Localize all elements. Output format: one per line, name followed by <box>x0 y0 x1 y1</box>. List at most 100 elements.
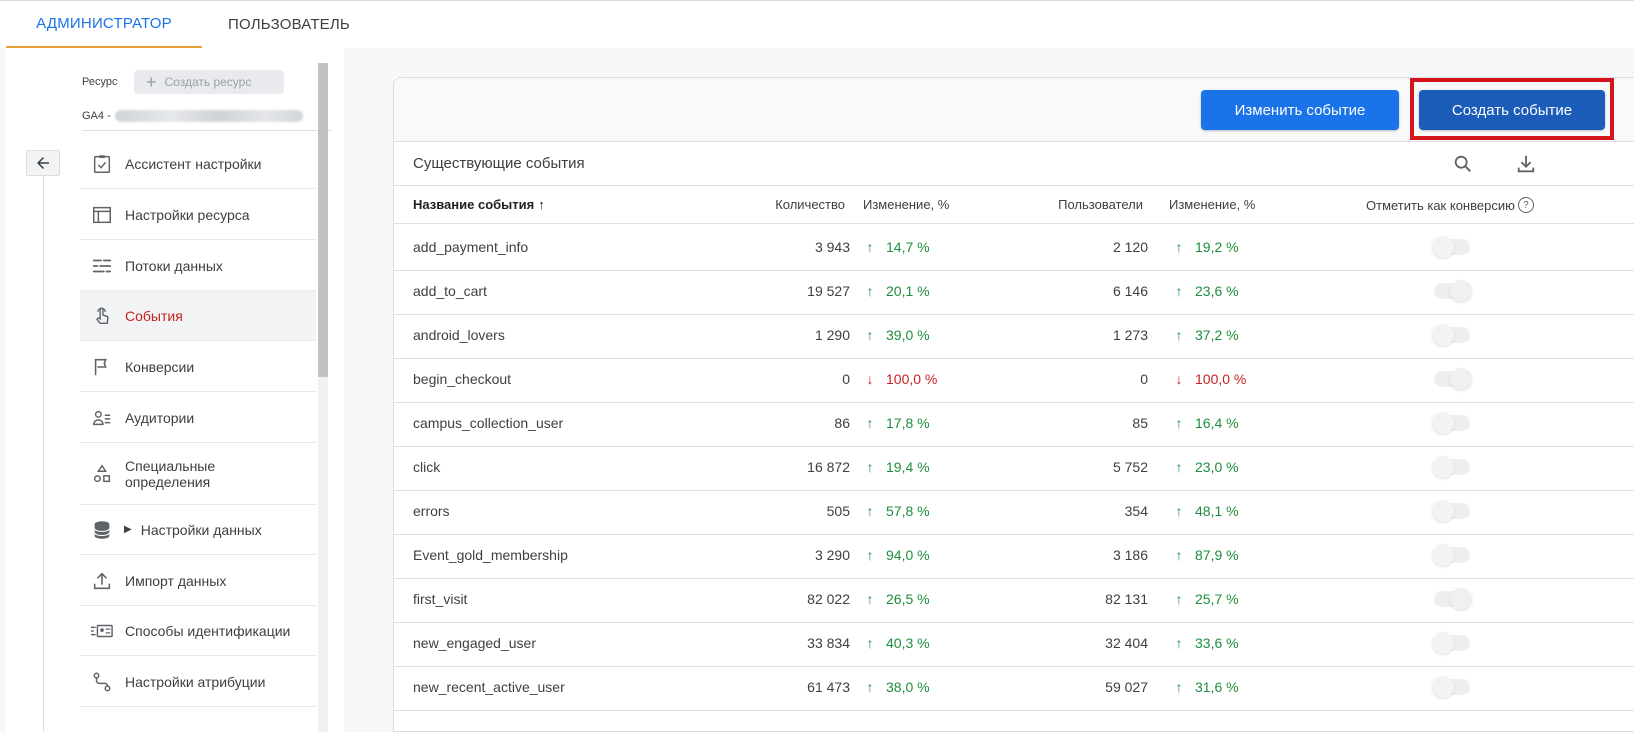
sidebar-scrollbar[interactable] <box>318 63 328 377</box>
event-count: 0 <box>842 371 850 387</box>
table-row[interactable]: errors 505 ↑ 57,8 % 354 ↑ 48,1 % <box>394 489 1638 535</box>
resource-label: Ресурс <box>82 76 118 88</box>
conversion-toggle[interactable] <box>1432 500 1470 522</box>
table-row[interactable]: Event_gold_membership 3 290 ↑ 94,0 % 3 186 ↑ 8… <box>394 533 1638 579</box>
sidebar-item-property-settings[interactable]: Настройки ресурса <box>80 190 316 240</box>
event-name[interactable]: click <box>413 459 441 475</box>
events-table-header: Название события ↑ Количество Изменение,… <box>394 186 1638 224</box>
property-selector[interactable]: GA4 - <box>82 110 303 122</box>
sidebar-item-conversions[interactable]: Конверсии <box>80 342 316 392</box>
table-row[interactable]: campus_collection_user 86 ↑ 17,8 % 85 ↑ 16,4 % <box>394 401 1638 447</box>
arrow-up-icon: ↑ <box>538 197 545 212</box>
arrow-up-icon: ↑ <box>866 503 874 519</box>
column-header-count[interactable]: Количество <box>775 197 845 212</box>
conversion-toggle[interactable] <box>1432 324 1470 346</box>
event-count: 86 <box>834 415 850 431</box>
arrow-up-icon: ↑ <box>1175 503 1183 519</box>
sidebar-item-setup-assistant[interactable]: Ассистент настройки <box>80 139 316 189</box>
column-header-users-change[interactable]: Изменение, % <box>1169 197 1256 212</box>
tab-user[interactable]: ПОЛЬЗОВАТЕЛЬ <box>228 16 350 33</box>
users-change: ↑ 16,4 % <box>1173 415 1239 431</box>
create-event-button[interactable]: Создать событие <box>1419 90 1605 130</box>
table-row[interactable]: begin_checkout 0 ↓ 100,0 % 0 ↓ 100,0 % <box>394 357 1638 403</box>
conversion-toggle[interactable] <box>1432 456 1470 478</box>
arrow-up-icon: ↑ <box>866 283 874 299</box>
conversion-toggle[interactable] <box>1432 632 1470 654</box>
arrow-up-icon: ↑ <box>866 679 874 695</box>
table-row[interactable]: new_recent_active_user 61 473 ↑ 38,0 % 59 02… <box>394 665 1638 711</box>
event-count: 82 022 <box>807 591 850 607</box>
conversion-toggle[interactable] <box>1432 412 1470 434</box>
sidebar-item-audiences[interactable]: Аудитории <box>80 393 316 443</box>
conversion-toggle[interactable] <box>1432 676 1470 698</box>
sidebar-item-events[interactable]: События <box>80 291 316 341</box>
change-value: 16,4 % <box>1195 415 1239 431</box>
table-row[interactable]: android_lovers 1 290 ↑ 39,0 % 1 273 ↑ 37,2 % <box>394 313 1638 359</box>
ga4-prefix: GA4 - <box>82 110 111 122</box>
table-row[interactable]: add_payment_info 3 943 ↑ 14,7 % 2 120 ↑ 19,2 % <box>394 225 1638 271</box>
event-name[interactable]: begin_checkout <box>413 371 512 387</box>
sidebar-item-data-import[interactable]: Импорт данных <box>80 556 316 606</box>
change-value: 33,6 % <box>1195 635 1239 651</box>
table-row[interactable]: click 16 872 ↑ 19,4 % 5 752 ↑ 23,0 % <box>394 445 1638 491</box>
users-change: ↑ 19,2 % <box>1173 239 1239 255</box>
event-name[interactable]: android_lovers <box>413 327 505 343</box>
database-icon <box>80 519 124 541</box>
help-icon[interactable]: ? <box>1517 197 1534 213</box>
event-change: ↑ 57,8 % <box>864 503 930 519</box>
sidebar-item-custom-definitions[interactable]: Специальные определения <box>80 444 316 505</box>
event-name[interactable]: new_engaged_user <box>413 635 536 651</box>
conversion-toggle[interactable] <box>1434 368 1472 390</box>
users-change: ↑ 31,6 % <box>1173 679 1239 695</box>
arrow-up-icon: ↑ <box>866 239 874 255</box>
column-header-name[interactable]: Название события ↑ <box>413 197 545 212</box>
conversion-toggle[interactable] <box>1434 588 1472 610</box>
sidebar-item-data-settings[interactable]: ▶ Настройки данных <box>80 505 316 555</box>
change-value: 23,6 % <box>1195 283 1239 299</box>
divider <box>82 130 332 131</box>
users-change: ↓ 100,0 % <box>1173 371 1247 387</box>
layout-icon <box>80 204 124 226</box>
event-name[interactable]: errors <box>413 503 450 519</box>
table-row[interactable]: add_to_cart 19 527 ↑ 20,1 % 6 146 ↑ 23,6 % <box>394 269 1638 315</box>
arrow-up-icon: ↑ <box>1175 679 1183 695</box>
back-button[interactable] <box>26 150 60 176</box>
event-name[interactable]: Event_gold_membership <box>413 547 568 563</box>
event-name[interactable]: campus_collection_user <box>413 415 564 431</box>
change-value: 38,0 % <box>886 679 930 695</box>
column-header-change[interactable]: Изменение, % <box>863 197 950 212</box>
conversion-toggle[interactable] <box>1434 280 1472 302</box>
sidebar-item-reporting-identity[interactable]: Способы идентификации <box>80 606 316 656</box>
arrow-down-icon: ↓ <box>1175 371 1183 387</box>
column-header-users[interactable]: Пользователи <box>1058 197 1143 212</box>
arrow-up-icon: ↑ <box>866 415 874 431</box>
sidebar-item-label: Настройки данных <box>140 521 262 538</box>
arrow-up-icon: ↑ <box>866 327 874 343</box>
change-value: 57,8 % <box>886 503 930 519</box>
event-change: ↑ 38,0 % <box>864 679 930 695</box>
arrow-left-icon <box>37 157 49 169</box>
flag-icon <box>80 356 124 378</box>
event-name[interactable]: new_recent_active_user <box>413 679 565 695</box>
sidebar-item-data-streams[interactable]: Потоки данных <box>80 241 316 291</box>
toggle-knob <box>1432 236 1454 258</box>
edit-event-button[interactable]: Изменить событие <box>1201 90 1399 130</box>
download-icon[interactable] <box>1515 153 1537 180</box>
event-name[interactable]: add_payment_info <box>413 239 529 255</box>
nav-guide-line <box>43 176 44 732</box>
search-icon[interactable] <box>1452 153 1474 180</box>
sidebar-item-attribution-settings[interactable]: Настройки атрибуции <box>80 657 316 707</box>
arrow-down-icon: ↓ <box>866 371 874 387</box>
event-change: ↑ 94,0 % <box>864 547 930 563</box>
sidebar-item-label: Способы идентификации <box>125 622 291 639</box>
tab-admin[interactable]: АДМИНИСТРАТОР <box>6 1 202 48</box>
sidebar-scroll-track <box>318 63 328 732</box>
conversion-toggle[interactable] <box>1432 544 1470 566</box>
event-name[interactable]: add_to_cart <box>413 283 487 299</box>
users-change: ↑ 23,0 % <box>1173 459 1239 475</box>
table-row[interactable]: new_engaged_user 33 834 ↑ 40,3 % 32 404 ↑ 33,6… <box>394 621 1638 667</box>
event-name[interactable]: first_visit <box>413 591 468 607</box>
conversion-toggle[interactable] <box>1432 236 1470 258</box>
table-row[interactable]: first_visit 82 022 ↑ 26,5 % 82 131 ↑ 25,7 % <box>394 577 1638 623</box>
create-resource-button[interactable]: + Создать ресурс <box>134 70 284 94</box>
